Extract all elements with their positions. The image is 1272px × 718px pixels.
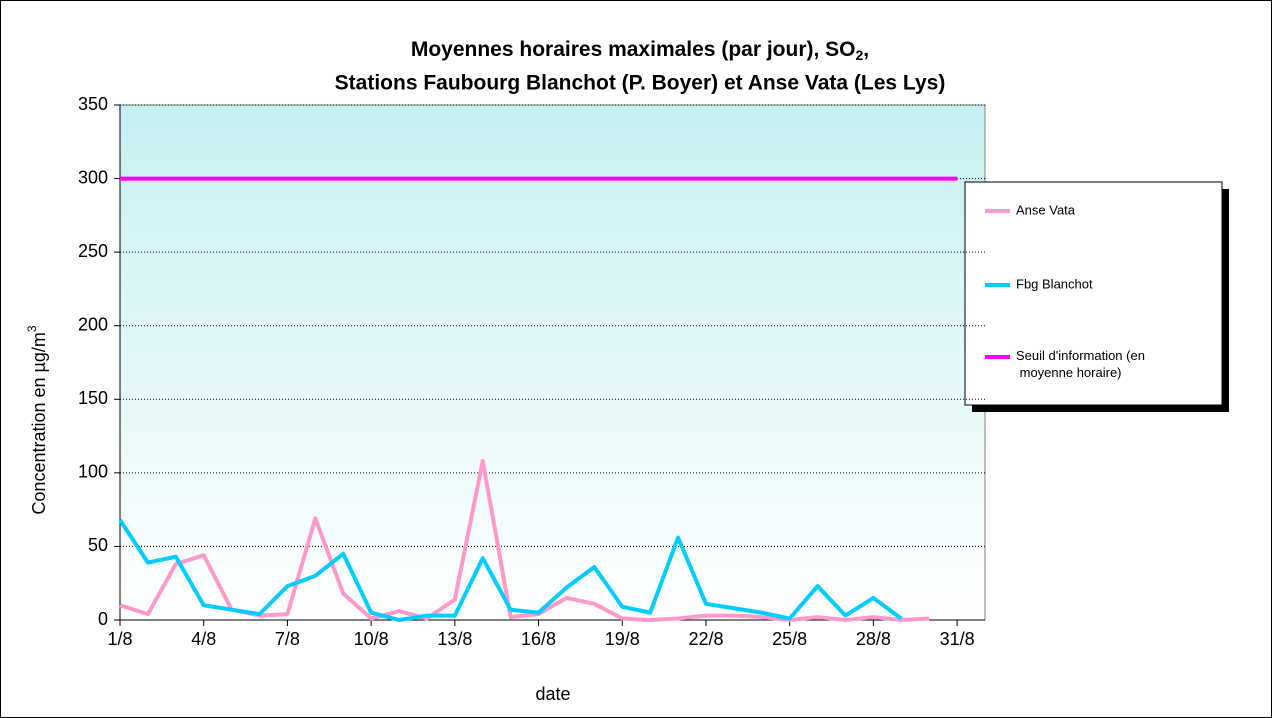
- x-tick-label: 1/8: [107, 629, 132, 649]
- y-axis-label: Concentration en µg/m3: [25, 325, 49, 514]
- y-tick-label: 350: [78, 94, 108, 114]
- plot-area: [119, 104, 986, 621]
- legend-label: Fbg Blanchot: [1016, 276, 1093, 291]
- x-tick-label: 28/8: [856, 629, 891, 649]
- y-tick-label: 150: [78, 388, 108, 408]
- y-tick-label: 50: [88, 535, 108, 555]
- x-tick-label: 4/8: [191, 629, 216, 649]
- x-tick-label: 13/8: [437, 629, 472, 649]
- y-tick-label: 300: [78, 167, 108, 187]
- legend-label: Seuil d'information (en moyenne horaire): [1016, 348, 1145, 380]
- x-axis-label: date: [535, 684, 570, 704]
- legend: [964, 181, 1223, 406]
- x-tick-label: 10/8: [354, 629, 389, 649]
- chart-title: Moyennes horaires maximales (par jour), …: [411, 38, 869, 63]
- x-tick-label: 7/8: [275, 629, 300, 649]
- x-tick-label: 25/8: [772, 629, 807, 649]
- chart-subtitle: Stations Faubourg Blanchot (P. Boyer) et…: [335, 72, 946, 95]
- y-tick-label: 200: [78, 314, 108, 334]
- y-tick-label: 0: [98, 609, 108, 629]
- x-tick-label: 19/8: [605, 629, 640, 649]
- x-tick-label: 31/8: [940, 629, 975, 649]
- series-line: [118, 518, 903, 622]
- legend-label: Anse Vata: [1016, 202, 1076, 217]
- y-tick-label: 250: [78, 241, 108, 261]
- x-tick-label: 22/8: [688, 629, 723, 649]
- x-tick-label: 16/8: [521, 629, 556, 649]
- y-tick-label: 100: [78, 462, 108, 482]
